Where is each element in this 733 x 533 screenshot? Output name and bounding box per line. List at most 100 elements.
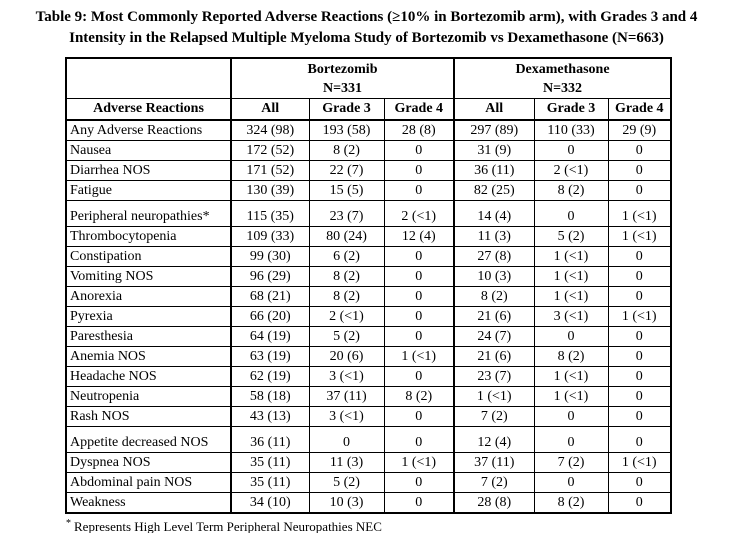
value-cell: 0 (383, 306, 455, 327)
value-cell: 37 (11) (453, 452, 535, 473)
value-cell: 0 (607, 346, 672, 367)
value-cell: 11 (3) (308, 452, 385, 473)
value-cell: 1 (<1) (533, 286, 609, 307)
value-cell: 0 (308, 426, 385, 453)
value-cell: 1 (<1) (607, 200, 672, 227)
value-cell: 0 (533, 472, 609, 493)
value-cell: 0 (383, 472, 455, 493)
value-cell: 0 (383, 286, 455, 307)
value-cell: 0 (383, 366, 455, 387)
bortezomib-grade4-column-header: Grade 4 (383, 98, 455, 121)
value-cell: 0 (383, 140, 455, 161)
value-cell: 2 (<1) (308, 306, 385, 327)
adverse-reaction-cell: Rash NOS (65, 406, 232, 427)
column-header-row: Adverse Reactions All Grade 3 Grade 4 Al… (65, 98, 672, 121)
value-cell: 99 (30) (230, 246, 310, 267)
value-cell: 3 (<1) (533, 306, 609, 327)
value-cell: 23 (7) (308, 200, 385, 227)
value-cell: 0 (607, 246, 672, 267)
value-cell: 1 (<1) (533, 246, 609, 267)
value-cell: 8 (2) (453, 286, 535, 307)
adverse-reaction-cell: Constipation (65, 246, 232, 267)
table-title: Table 9: Most Commonly Reported Adverse … (0, 0, 733, 49)
value-cell: 0 (607, 140, 672, 161)
value-cell: 0 (533, 406, 609, 427)
table-row: Paresthesia 64 (19) 5 (2) 0 24 (7) 0 0 (65, 326, 672, 347)
value-cell: 80 (24) (308, 226, 385, 247)
value-cell: 324 (98) (230, 119, 310, 141)
table-row: Weakness 34 (10) 10 (3) 0 28 (8) 8 (2) 0 (65, 492, 672, 514)
value-cell: 66 (20) (230, 306, 310, 327)
table-row: Pyrexia 66 (20) 2 (<1) 0 21 (6) 3 (<1) 1 (<1) (65, 306, 672, 327)
value-cell: 115 (35) (230, 200, 310, 227)
value-cell: 7 (2) (453, 472, 535, 493)
value-cell: 43 (13) (230, 406, 310, 427)
value-cell: 0 (383, 160, 455, 181)
value-cell: 0 (383, 266, 455, 287)
value-cell: 29 (9) (607, 119, 672, 141)
value-cell: 14 (4) (453, 200, 535, 227)
value-cell: 3 (<1) (308, 406, 385, 427)
adverse-reaction-cell: Peripheral neuropathies* (65, 200, 232, 227)
value-cell: 0 (383, 492, 455, 514)
value-cell: 8 (2) (533, 492, 609, 514)
value-cell: 1 (<1) (533, 266, 609, 287)
bortezomib-group-header: Bortezomib N=331 (230, 57, 455, 99)
adverse-reaction-cell: Fatigue (65, 180, 232, 201)
value-cell: 63 (19) (230, 346, 310, 367)
table-body: Any Adverse Reactions 324 (98) 193 (58) 28 … (65, 119, 672, 514)
value-cell: 1 (<1) (453, 386, 535, 407)
value-cell: 0 (383, 246, 455, 267)
table-row: Dyspnea NOS 35 (11) 11 (3) 1 (<1) 37 (11) 7 (… (65, 452, 672, 473)
value-cell: 130 (39) (230, 180, 310, 201)
table-row: Vomiting NOS 96 (29) 8 (2) 0 10 (3) 1 (<1) 0 (65, 266, 672, 287)
value-cell: 0 (607, 472, 672, 493)
adverse-reaction-cell: Anemia NOS (65, 346, 232, 367)
value-cell: 109 (33) (230, 226, 310, 247)
adverse-reaction-cell: Abdominal pain NOS (65, 472, 232, 493)
value-cell: 2 (<1) (383, 200, 455, 227)
value-cell: 23 (7) (453, 366, 535, 387)
adverse-reaction-cell: Nausea (65, 140, 232, 161)
value-cell: 21 (6) (453, 306, 535, 327)
value-cell: 36 (11) (230, 426, 310, 453)
value-cell: 0 (533, 426, 609, 453)
value-cell: 1 (<1) (533, 366, 609, 387)
value-cell: 0 (607, 326, 672, 347)
value-cell: 0 (607, 266, 672, 287)
adverse-reaction-cell: Pyrexia (65, 306, 232, 327)
dexamethasone-group-n: N=332 (542, 80, 583, 96)
value-cell: 0 (383, 326, 455, 347)
value-cell: 28 (8) (453, 492, 535, 514)
value-cell: 0 (607, 286, 672, 307)
value-cell: 110 (33) (533, 119, 609, 141)
value-cell: 34 (10) (230, 492, 310, 514)
adverse-reaction-cell: Any Adverse Reactions (65, 119, 232, 141)
value-cell: 10 (3) (308, 492, 385, 514)
value-cell: 0 (607, 180, 672, 201)
value-cell: 5 (2) (308, 326, 385, 347)
adverse-reaction-cell: Paresthesia (65, 326, 232, 347)
adverse-reactions-column-header: Adverse Reactions (65, 98, 232, 121)
table-row: Nausea 172 (52) 8 (2) 0 31 (9) 0 0 (65, 140, 672, 161)
value-cell: 0 (383, 406, 455, 427)
value-cell: 5 (2) (533, 226, 609, 247)
value-cell: 11 (3) (453, 226, 535, 247)
value-cell: 8 (2) (308, 286, 385, 307)
adverse-reaction-cell: Neutropenia (65, 386, 232, 407)
value-cell: 21 (6) (453, 346, 535, 367)
value-cell: 171 (52) (230, 160, 310, 181)
footnote-marker: * (66, 518, 71, 529)
value-cell: 5 (2) (308, 472, 385, 493)
value-cell: 1 (<1) (607, 452, 672, 473)
value-cell: 62 (19) (230, 366, 310, 387)
dexamethasone-grade3-column-header: Grade 3 (533, 98, 609, 121)
value-cell: 64 (19) (230, 326, 310, 347)
value-cell: 0 (607, 426, 672, 453)
corner-cell (65, 57, 232, 99)
value-cell: 96 (29) (230, 266, 310, 287)
value-cell: 36 (11) (453, 160, 535, 181)
value-cell: 0 (533, 200, 609, 227)
value-cell: 8 (2) (533, 346, 609, 367)
value-cell: 15 (5) (308, 180, 385, 201)
